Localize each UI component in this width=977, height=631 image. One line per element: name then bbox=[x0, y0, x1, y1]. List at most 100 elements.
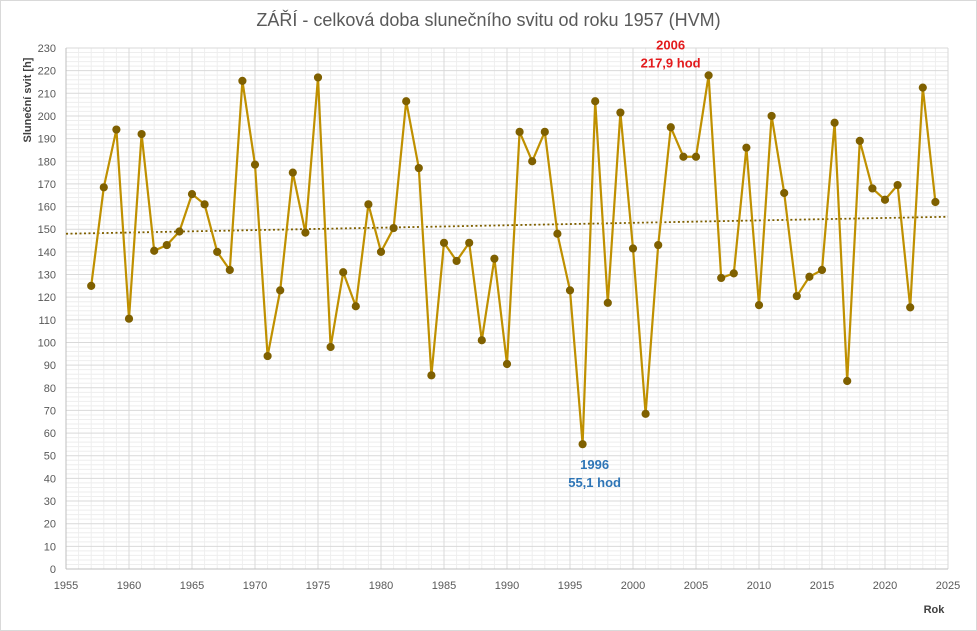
y-tick-label: 130 bbox=[38, 270, 56, 282]
x-tick-labels: 1955 1960 1965 1970 1975 1980 1985 1990 1995 2000… bbox=[54, 580, 960, 592]
data-point bbox=[389, 223, 398, 233]
trendline-group bbox=[65, 215, 949, 235]
x-tick-label: 2005 bbox=[684, 580, 708, 592]
data-point bbox=[918, 83, 927, 92]
data-point bbox=[263, 351, 272, 361]
data-point bbox=[502, 359, 512, 369]
data-point bbox=[351, 302, 360, 311]
y-tick-label: 60 bbox=[44, 428, 56, 440]
y-tick-label: 70 bbox=[44, 405, 56, 417]
data-point bbox=[830, 118, 839, 127]
data-point bbox=[313, 73, 323, 82]
data-point bbox=[465, 238, 474, 247]
series-line bbox=[90, 74, 937, 446]
x-tick-label: 1995 bbox=[558, 580, 582, 592]
y-tick-label: 50 bbox=[44, 451, 56, 463]
data-point bbox=[565, 286, 575, 295]
y-tick-label: 150 bbox=[38, 224, 56, 236]
data-point bbox=[213, 247, 222, 256]
y-tick-label: 30 bbox=[44, 496, 56, 508]
data-point bbox=[578, 440, 587, 449]
data-point bbox=[742, 143, 751, 152]
y-axis-title: Sluneční svit [h] bbox=[22, 57, 34, 142]
data-point bbox=[124, 314, 134, 323]
data-point bbox=[490, 254, 499, 263]
data-point bbox=[414, 163, 423, 173]
annotation-value: 55,1 hod bbox=[568, 475, 621, 490]
data-point bbox=[238, 76, 247, 85]
data-point bbox=[767, 111, 776, 121]
data-point bbox=[868, 184, 877, 193]
y-tick-label: 230 bbox=[38, 43, 56, 55]
annotation-value: 217,9 hod bbox=[641, 55, 701, 70]
chart-title: ZÁŘÍ - celková doba slunečního svitu od … bbox=[256, 10, 721, 30]
data-point bbox=[175, 227, 184, 236]
data-point bbox=[515, 127, 524, 136]
y-tick-label: 120 bbox=[38, 292, 56, 304]
data-point bbox=[666, 123, 675, 132]
annotation-year: 1996 bbox=[580, 457, 609, 472]
data-point bbox=[691, 152, 701, 161]
y-tick-label: 180 bbox=[38, 156, 56, 168]
x-tick-label: 1990 bbox=[495, 580, 519, 592]
annotations-group: 2006 217,9 hod 1996 55,1 hod bbox=[568, 37, 700, 490]
y-tick-label: 140 bbox=[38, 247, 56, 259]
data-point bbox=[364, 200, 373, 209]
axes bbox=[65, 48, 948, 570]
x-tick-label: 1955 bbox=[54, 580, 78, 592]
x-axis-title: Rok bbox=[924, 604, 946, 616]
data-point bbox=[855, 136, 864, 145]
data-point bbox=[805, 272, 814, 281]
data-point bbox=[817, 265, 827, 275]
data-point bbox=[654, 240, 663, 250]
y-tick-label: 110 bbox=[38, 315, 56, 327]
x-tick-label: 1980 bbox=[369, 580, 393, 592]
x-tick-label: 1970 bbox=[243, 580, 267, 592]
data-point bbox=[288, 168, 297, 177]
y-tick-label: 80 bbox=[44, 383, 56, 395]
data-point bbox=[112, 125, 121, 134]
data-point bbox=[439, 238, 449, 247]
data-point bbox=[906, 303, 915, 312]
data-point bbox=[603, 298, 612, 307]
x-tick-label: 2025 bbox=[936, 580, 960, 592]
series-group bbox=[87, 71, 940, 449]
x-tick-label: 1985 bbox=[432, 580, 456, 592]
data-point bbox=[893, 180, 902, 190]
y-tick-labels: 0 10 20 30 40 50 60 70 80 90 100 110 120 130 140 150 160… bbox=[38, 43, 56, 576]
y-tick-label: 200 bbox=[38, 111, 56, 123]
x-tick-label: 1975 bbox=[306, 580, 330, 592]
data-point bbox=[200, 200, 209, 209]
data-point bbox=[679, 152, 688, 161]
data-point bbox=[376, 247, 386, 256]
data-point bbox=[339, 268, 348, 277]
data-point bbox=[628, 244, 638, 253]
data-point bbox=[880, 195, 890, 204]
y-tick-label: 210 bbox=[38, 88, 56, 100]
x-tick-label: 2020 bbox=[873, 580, 897, 592]
data-point bbox=[99, 183, 108, 192]
x-tick-label: 2000 bbox=[621, 580, 645, 592]
data-point bbox=[402, 97, 411, 106]
y-tick-label: 0 bbox=[50, 564, 56, 576]
data-point bbox=[225, 265, 234, 275]
data-point bbox=[326, 342, 335, 352]
data-point bbox=[641, 409, 650, 418]
data-point bbox=[843, 376, 852, 386]
data-point bbox=[754, 301, 764, 310]
data-point bbox=[137, 129, 146, 139]
y-tick-label: 40 bbox=[44, 473, 56, 485]
y-tick-label: 220 bbox=[38, 66, 56, 78]
trendline bbox=[65, 215, 949, 235]
x-tick-label: 1965 bbox=[180, 580, 204, 592]
data-point bbox=[792, 291, 801, 301]
data-point bbox=[616, 108, 625, 117]
data-point bbox=[780, 188, 789, 198]
data-point bbox=[528, 157, 537, 166]
data-point bbox=[276, 286, 285, 295]
data-point bbox=[187, 190, 197, 199]
major-gridlines bbox=[65, 47, 949, 570]
y-tick-label: 100 bbox=[38, 337, 56, 349]
y-tick-label: 160 bbox=[38, 202, 56, 214]
